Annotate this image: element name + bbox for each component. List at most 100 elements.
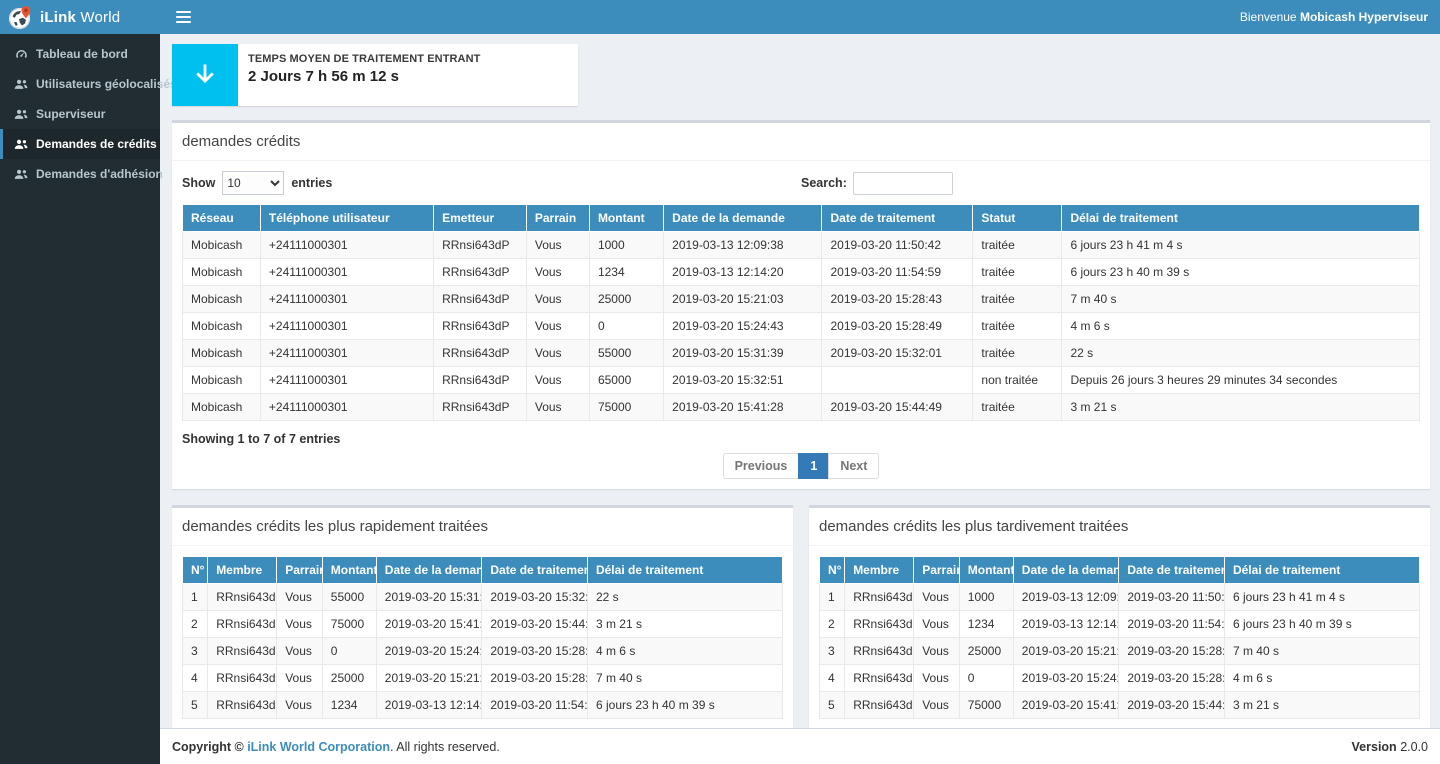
table-cell: 3 m 21 s	[1062, 394, 1420, 421]
table-cell: 3 m 21 s	[587, 611, 782, 638]
table-cell: 2019-03-20 15:28:49	[822, 313, 973, 340]
table-cell: Vous	[526, 313, 589, 340]
sidebar-item-tableau-de-bord[interactable]: Tableau de bord	[0, 39, 160, 69]
table-cell: +24111000301	[260, 313, 433, 340]
table-cell: 75000	[959, 692, 1013, 719]
table-cell: +24111000301	[260, 394, 433, 421]
table-cell: 2019-03-20 15:24:43	[664, 313, 822, 340]
dashboard-icon	[14, 48, 28, 61]
table-cell: 2019-03-13 12:14:20	[664, 259, 822, 286]
table-cell: 6 jours 23 h 40 m 39 s	[1062, 259, 1420, 286]
sidebar: iLink World Tableau de bord	[0, 0, 160, 764]
table-cell: 3	[183, 638, 208, 665]
table-cell: RRnsi643dP	[845, 692, 914, 719]
down-arrow-icon	[172, 44, 238, 106]
column-header-date-de-traitement[interactable]: Date de traitement	[482, 557, 588, 584]
users-icon	[14, 79, 28, 90]
table-cell: 2019-03-13 12:09:38	[1013, 584, 1119, 611]
column-header-membre[interactable]: Membre	[845, 557, 914, 584]
column-header-parrain[interactable]: Parrain	[526, 205, 589, 232]
table-row: 3RRnsi643dPVous02019-03-20 15:24:432019-…	[183, 638, 783, 665]
table-cell: 2019-03-20 15:21:03	[376, 665, 482, 692]
column-header-parrain[interactable]: Parrain	[277, 557, 323, 584]
table-cell: Mobicash	[183, 340, 261, 367]
table-cell: 2019-03-20 15:24:43	[376, 638, 482, 665]
table-cell: Mobicash	[183, 367, 261, 394]
table-cell: 2019-03-20 11:50:42	[1119, 584, 1225, 611]
previous-page-button[interactable]: Previous	[723, 453, 800, 479]
table-cell: 25000	[959, 638, 1013, 665]
column-header-emetteur[interactable]: Emetteur	[434, 205, 527, 232]
logo[interactable]: iLink World	[0, 0, 160, 34]
table-row: 5RRnsi643dPVous750002019-03-20 15:41:282…	[820, 692, 1420, 719]
ilink-world-globe-pin-icon	[8, 5, 33, 30]
table-cell: RRnsi643dP	[845, 665, 914, 692]
table-row: 2RRnsi643dPVous12342019-03-13 12:14:2020…	[820, 611, 1420, 638]
column-header-montant[interactable]: Montant	[322, 557, 376, 584]
table-row: Mobicash+24111000301RRnsi643dPVous02019-…	[183, 313, 1420, 340]
column-header-n[interactable]: N°	[820, 557, 845, 584]
welcome-text: Bienvenue Mobicash Hyperviseur	[1240, 10, 1428, 24]
column-header-delai-de-traitement[interactable]: Délai de traitement	[587, 557, 782, 584]
table-cell: 2019-03-13 12:14:20	[1013, 611, 1119, 638]
sidebar-toggle-button[interactable]	[172, 5, 195, 29]
table-cell: 3	[820, 638, 845, 665]
column-header-delai-de-traitement[interactable]: Délai de traitement	[1062, 205, 1420, 232]
table-cell: RRnsi643dP	[434, 232, 527, 259]
table-cell: Vous	[526, 232, 589, 259]
table-cell: traitée	[973, 259, 1062, 286]
table-row: Mobicash+24111000301RRnsi643dPVous550002…	[183, 340, 1420, 367]
column-header-date-de-traitement[interactable]: Date de traitement	[822, 205, 973, 232]
sidebar-item-label: Utilisateurs géolocalisés	[36, 77, 177, 91]
avg-incoming-processing-time-infobox: TEMPS MOYEN DE TRAITEMENT ENTRANT 2 Jour…	[172, 44, 578, 106]
table-cell: 22 s	[1062, 340, 1420, 367]
table-cell: Vous	[277, 665, 323, 692]
ilink-world-corporation-link[interactable]: iLink World Corporation	[247, 740, 390, 754]
table-cell: Vous	[914, 665, 960, 692]
table-cell: Mobicash	[183, 286, 261, 313]
panel-title: demandes crédits les plus rapidement tra…	[182, 518, 783, 535]
column-header-reseau[interactable]: Réseau	[183, 205, 261, 232]
column-header-date-de-la-demande[interactable]: Date de la demande	[664, 205, 822, 232]
table-cell: 2019-03-20 15:28:43	[482, 665, 588, 692]
panel-title: demandes crédits les plus tardivement tr…	[819, 518, 1420, 535]
footer: Copyright © iLink World Corporation. All…	[160, 728, 1440, 764]
sidebar-item-demandes-d-adhesion[interactable]: Demandes d'adhésion	[0, 159, 160, 189]
table-cell: 2	[820, 611, 845, 638]
pagination: Previous 1 Next	[182, 453, 1420, 479]
table-cell: 7 m 40 s	[587, 665, 782, 692]
table-cell: Vous	[526, 259, 589, 286]
table-cell: traitée	[973, 394, 1062, 421]
version-text: Version 2.0.0	[1352, 740, 1428, 754]
column-header-montant[interactable]: Montant	[959, 557, 1013, 584]
next-page-button[interactable]: Next	[828, 453, 879, 479]
table-cell: 2019-03-20 15:32:01	[822, 340, 973, 367]
column-header-date-de-la-demande[interactable]: Date de la demande	[376, 557, 482, 584]
table-cell: RRnsi643dP	[434, 367, 527, 394]
column-header-date-de-traitement[interactable]: Date de traitement	[1119, 557, 1225, 584]
table-cell: 0	[589, 313, 663, 340]
column-header-montant[interactable]: Montant	[589, 205, 663, 232]
table-cell: +24111000301	[260, 232, 433, 259]
sidebar-item-superviseur[interactable]: Superviseur	[0, 99, 160, 129]
search-input[interactable]	[853, 172, 953, 195]
column-header-n[interactable]: N°	[183, 557, 208, 584]
column-header-parrain[interactable]: Parrain	[914, 557, 960, 584]
column-header-date-de-la-demande[interactable]: Date de la demande	[1013, 557, 1119, 584]
table-cell: 2019-03-20 15:21:03	[664, 286, 822, 313]
sidebar-item-label: Superviseur	[36, 107, 105, 121]
column-header-statut[interactable]: Statut	[973, 205, 1062, 232]
column-header-membre[interactable]: Membre	[208, 557, 277, 584]
column-header-delai-de-traitement[interactable]: Délai de traitement	[1224, 557, 1419, 584]
page-length-select[interactable]: 10	[222, 171, 284, 195]
sidebar-item-utilisateurs-geolocalises[interactable]: Utilisateurs géolocalisés	[0, 69, 160, 99]
table-cell: 7 m 40 s	[1062, 286, 1420, 313]
latest-processed-table: N°MembreParrainMontantDate de la demande…	[819, 556, 1420, 719]
entries-label: entries	[291, 176, 332, 190]
search-control: Search:	[801, 172, 1420, 195]
page-1-button[interactable]: 1	[798, 453, 829, 479]
table-row: 3RRnsi643dPVous250002019-03-20 15:21:032…	[820, 638, 1420, 665]
column-header-telephone-utilisateur[interactable]: Téléphone utilisateur	[260, 205, 433, 232]
table-cell: 6 jours 23 h 40 m 39 s	[1224, 611, 1419, 638]
sidebar-item-demandes-de-credits[interactable]: Demandes de crédits	[0, 129, 160, 159]
